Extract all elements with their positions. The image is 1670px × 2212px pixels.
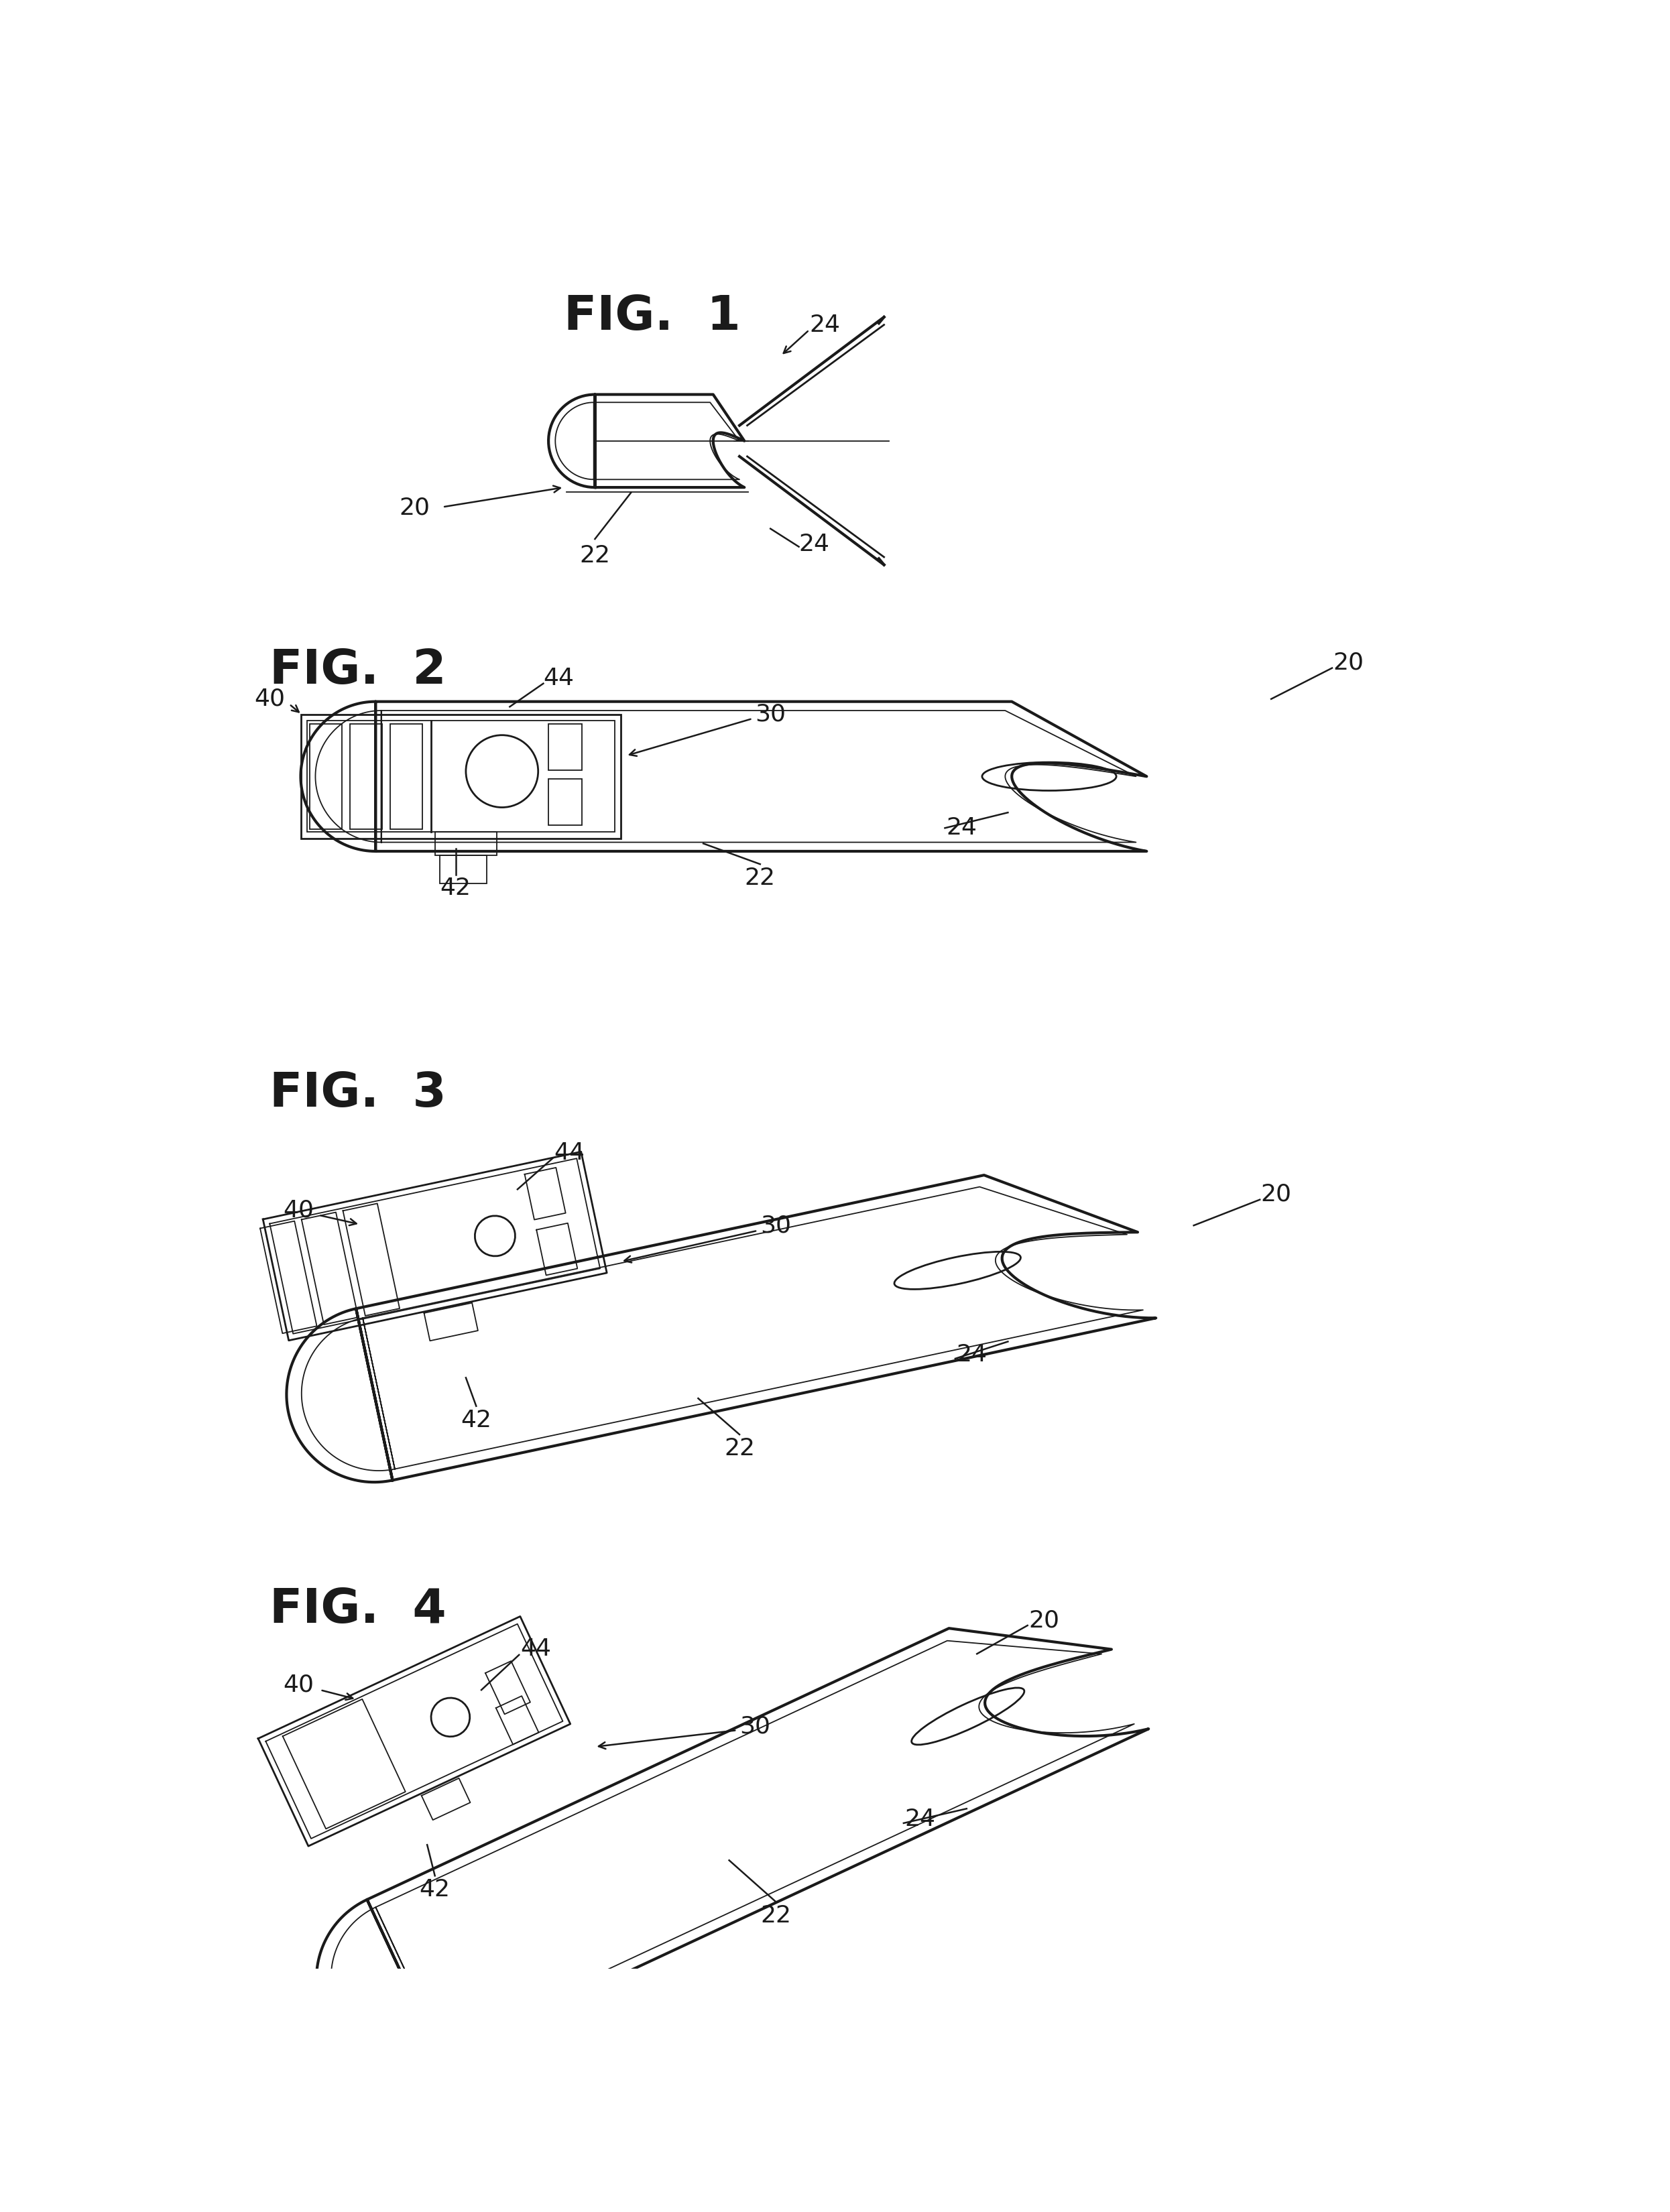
Text: 44: 44 (554, 1141, 584, 1164)
Text: FIG.  3: FIG. 3 (271, 1071, 446, 1117)
Text: 24: 24 (798, 533, 830, 555)
Text: 24: 24 (810, 314, 840, 336)
Text: 20: 20 (399, 498, 429, 520)
Text: 30: 30 (755, 703, 787, 726)
Text: FIG.  2: FIG. 2 (271, 648, 446, 695)
Text: 40: 40 (254, 688, 286, 710)
Text: 42: 42 (441, 876, 471, 900)
Bar (301, 714, 621, 838)
Bar (351, 723, 382, 830)
Bar (311, 723, 342, 830)
Text: FIG.  4: FIG. 4 (271, 1586, 446, 1632)
Text: FIG.  1: FIG. 1 (564, 294, 741, 341)
Text: 24: 24 (957, 1343, 987, 1365)
Text: 44: 44 (543, 668, 574, 690)
Text: 22: 22 (579, 544, 610, 566)
Text: 40: 40 (282, 1674, 314, 1697)
Text: 24: 24 (905, 1807, 935, 1829)
Bar (391, 723, 423, 830)
Bar (307, 721, 615, 832)
Text: 20: 20 (1261, 1183, 1291, 1206)
Text: 20: 20 (1333, 653, 1364, 675)
Text: 22: 22 (745, 867, 775, 889)
Text: 24: 24 (945, 816, 977, 838)
Text: 30: 30 (760, 1214, 792, 1237)
Bar (548, 779, 583, 825)
Text: 42: 42 (461, 1409, 491, 1431)
Text: 20: 20 (1029, 1608, 1059, 1632)
Text: 30: 30 (740, 1714, 770, 1736)
Text: 22: 22 (760, 1905, 792, 1927)
Bar (434, 832, 498, 856)
Text: 40: 40 (282, 1199, 314, 1221)
Bar (548, 723, 583, 770)
Text: 44: 44 (519, 1637, 551, 1659)
Text: 42: 42 (419, 1878, 451, 1900)
Text: 22: 22 (725, 1438, 755, 1460)
Bar (441, 856, 486, 885)
